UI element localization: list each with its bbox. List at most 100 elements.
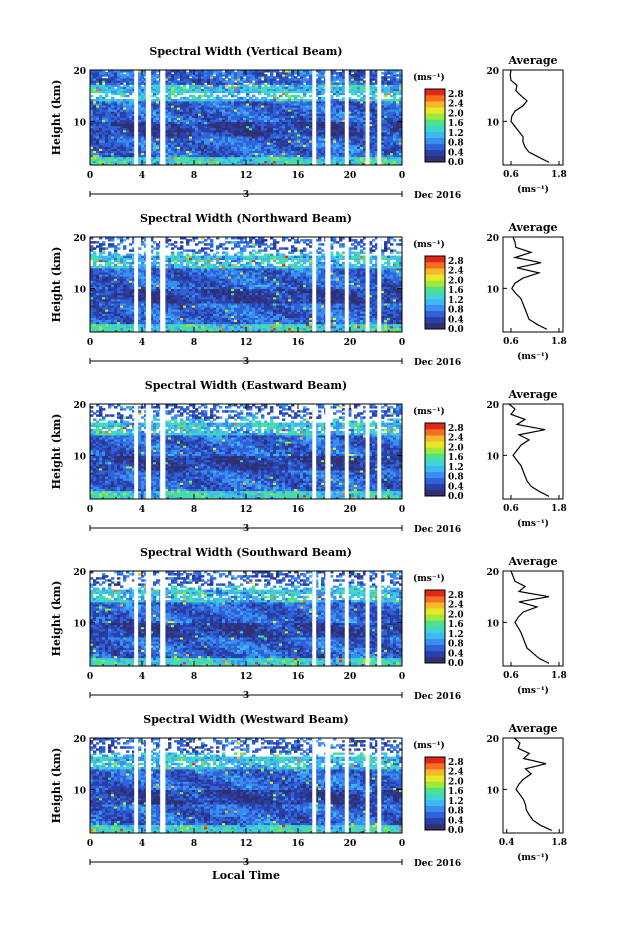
y-tick-label: 20 (73, 568, 86, 578)
colorbar-swatch (425, 113, 445, 120)
colorbar-swatch (425, 817, 445, 825)
data-gap (377, 404, 382, 499)
y-axis-label: Height (km) (50, 247, 63, 323)
x-tick-label: 12 (240, 505, 253, 515)
colorbar-swatch (425, 483, 445, 491)
colorbar-swatch (425, 131, 445, 138)
colorbar-frame (424, 255, 446, 330)
colorbar-swatch (425, 656, 445, 664)
colorbar-swatch (425, 101, 445, 108)
colorbar-tick-label: 0.0 (448, 325, 464, 335)
colorbar-tick-label: 2.4 (448, 768, 464, 778)
average-x-tick: 1.8 (551, 170, 567, 180)
colorbar-tick-label: 0.8 (448, 473, 464, 483)
average-y-tick: 20 (486, 401, 499, 411)
colorbar-swatch (425, 280, 445, 287)
x-tick-label: 20 (344, 338, 357, 348)
data-gap (365, 571, 370, 666)
colorbar-unit: (ms⁻¹) (413, 239, 445, 250)
colorbar-tick-label: 0.4 (448, 649, 464, 659)
data-gap (377, 571, 382, 666)
x-tick-label: 12 (240, 171, 253, 181)
data-gap (145, 404, 152, 499)
colorbar-swatch (425, 608, 445, 615)
average-x-label: (ms⁻¹) (517, 351, 549, 362)
data-gap (145, 571, 152, 666)
colorbar-swatch (425, 805, 445, 813)
average-y-tick: 10 (486, 786, 499, 796)
data-gap (344, 237, 349, 332)
colorbar-tick-label: 1.6 (448, 787, 464, 797)
x-tick-label: 4 (139, 338, 145, 348)
x-tick-label: 12 (240, 338, 253, 348)
x-tick-label: 0 (399, 672, 405, 682)
y-axis-label: Height (km) (50, 748, 63, 824)
data-gap (134, 571, 139, 666)
x-tick-label: 0 (87, 505, 93, 515)
data-gap (134, 404, 139, 499)
colorbar-tick-label: 0.4 (448, 148, 464, 158)
x-tick-label: 4 (139, 505, 145, 515)
data-gap (312, 738, 317, 833)
day-label: 3 (243, 691, 249, 701)
colorbar-swatch (425, 137, 445, 145)
colorbar-swatch (425, 775, 445, 782)
panel-title: Spectral Width (Northward Beam) (140, 212, 352, 225)
panel-4: Spectral Width (Southward Beam) 0 4 8 12 16 20… (50, 546, 567, 702)
colorbar-tick-label: 0.0 (448, 158, 464, 168)
x-tick-label: 16 (292, 505, 305, 515)
average-profile-line (509, 69, 550, 163)
average-x-tick: 0.6 (503, 504, 519, 514)
data-gap (377, 237, 382, 332)
colorbar-swatch (425, 632, 445, 639)
day-label: 3 (243, 858, 249, 868)
panel-title: Spectral Width (Eastward Beam) (145, 379, 347, 392)
data-gap (160, 571, 166, 666)
panel-title: Spectral Width (Westward Beam) (143, 713, 348, 726)
data-gap (145, 237, 152, 332)
average-x-tick: 1.8 (551, 671, 567, 681)
date-label: Dec 2016 (414, 358, 461, 368)
average-y-tick: 10 (486, 619, 499, 629)
colorbar-swatch (425, 155, 445, 163)
average-y-tick: 20 (486, 735, 499, 745)
data-gap (344, 70, 349, 165)
colorbar-swatch (425, 477, 445, 485)
average-x-label: (ms⁻¹) (517, 852, 549, 863)
data-gap (365, 738, 370, 833)
colorbar-tick-label: 0.8 (448, 807, 464, 817)
average-profile-line (510, 570, 550, 664)
colorbar-swatch (425, 489, 445, 497)
x-tick-label: 4 (139, 839, 145, 849)
x-tick-label: 4 (139, 171, 145, 181)
colorbar-tick-label: 2.0 (448, 109, 464, 119)
average-x-tick: 1.8 (551, 337, 567, 347)
average-x-label: (ms⁻¹) (517, 685, 549, 696)
colorbar-tick-label: 2.8 (448, 758, 464, 768)
colorbar-swatch (425, 262, 445, 269)
colorbar-swatch (425, 286, 445, 293)
data-gap (325, 738, 331, 833)
average-x-label: (ms⁻¹) (517, 184, 549, 195)
average-frame (502, 69, 564, 166)
colorbar-tick-label: 1.2 (448, 129, 464, 139)
data-gap (344, 738, 349, 833)
average-x-tick: 1.8 (551, 838, 567, 848)
colorbar-tick-label: 2.0 (448, 276, 464, 286)
colorbar-swatch (425, 596, 445, 603)
average-title: Average (507, 221, 557, 234)
average-title: Average (507, 54, 557, 67)
colorbar-unit: (ms⁻¹) (413, 72, 445, 83)
average-y-tick: 10 (486, 285, 499, 295)
panel-5: Spectral Width (Westward Beam) 0 4 8 12 16 20 0… (50, 713, 567, 869)
colorbar-tick-label: 0.4 (448, 816, 464, 826)
date-label: Dec 2016 (414, 191, 461, 201)
x-tick-label: 0 (87, 338, 93, 348)
colorbar-tick-label: 0.0 (448, 826, 464, 836)
data-gap (377, 738, 382, 833)
average-x-tick: 1.8 (551, 504, 567, 514)
colorbar-swatch (425, 459, 445, 466)
x-tick-label: 12 (240, 839, 253, 849)
x-tick-label: 0 (399, 505, 405, 515)
